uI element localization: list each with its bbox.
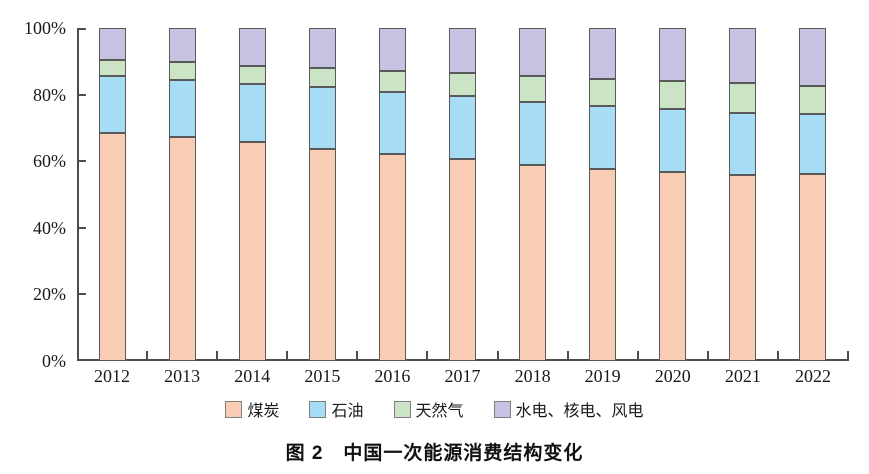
x-axis-tick — [566, 351, 569, 361]
x-axis-tick — [356, 351, 359, 361]
legend-swatch-icon — [493, 400, 511, 418]
legend-swatch-icon — [309, 400, 327, 418]
bar-segment-2014 — [238, 28, 266, 66]
x-axis-tick — [847, 351, 849, 361]
y-axis-line — [77, 28, 79, 361]
legend-item: 水电、核电、风电 — [493, 397, 644, 421]
legend-swatch-icon — [225, 400, 243, 418]
x-axis-year-label: 2022 — [794, 366, 831, 386]
y-axis-tick — [77, 160, 86, 163]
bar-segment-2013 — [168, 28, 196, 62]
y-axis-tick-label: 40% — [33, 217, 66, 238]
bar-segment-2021 — [729, 83, 757, 113]
y-axis-tick — [77, 93, 86, 96]
legend-item-label: 石油 — [331, 403, 364, 420]
x-axis-tick — [706, 351, 709, 361]
bar-segment-2019 — [589, 105, 617, 169]
y-axis-tick-label: 100% — [24, 18, 66, 38]
bar-segment-2022 — [799, 114, 827, 174]
bar-segment-2013 — [168, 61, 196, 80]
x-axis-year-label: 2013 — [164, 366, 201, 386]
y-axis-tick — [77, 226, 86, 229]
x-axis-tick — [496, 351, 499, 361]
y-axis-tick — [77, 293, 86, 296]
figure-caption: 图 2 中国一次能源消费结构变化 — [285, 443, 584, 464]
bar-segment-2013 — [168, 79, 196, 137]
bar-segment-2015 — [308, 148, 336, 361]
x-axis-tick — [146, 351, 149, 361]
bar-segment-2012 — [98, 60, 126, 77]
y-axis-tick-label: 20% — [33, 284, 66, 305]
bar-segment-2014 — [238, 65, 266, 85]
x-axis-year-label: 2012 — [94, 366, 131, 386]
bar-segment-2015 — [308, 67, 336, 88]
bar-segment-2016 — [378, 153, 406, 361]
bar-segment-2020 — [659, 171, 687, 361]
bar-segment-2016 — [378, 28, 406, 72]
bar-segment-2021 — [729, 112, 757, 175]
bar-segment-2014 — [238, 84, 266, 142]
bar-segment-2014 — [238, 141, 266, 361]
x-axis-tick — [636, 351, 639, 361]
x-axis-year-label: 2018 — [514, 366, 551, 386]
x-axis-tick — [776, 351, 779, 361]
bar-segment-2017 — [449, 73, 476, 97]
bar-segment-2019 — [589, 78, 617, 106]
x-axis-tick — [286, 351, 289, 361]
legend-item: 石油 — [309, 397, 364, 421]
legend-item-label: 天然气 — [415, 403, 464, 420]
bar-segment-2015 — [308, 87, 336, 149]
bar-segment-2018 — [519, 164, 547, 361]
bar-segment-2021 — [729, 28, 757, 84]
x-axis-year-label: 2016 — [374, 366, 411, 386]
x-axis-tick — [426, 351, 429, 361]
bar-segment-2012 — [98, 28, 126, 61]
bar-segment-2018 — [519, 28, 547, 77]
x-axis-tick — [216, 351, 219, 361]
bar-segment-2015 — [308, 28, 336, 68]
bar-segment-2012 — [98, 76, 126, 133]
bar-segment-2019 — [589, 168, 617, 361]
legend-item-label: 水电、核电、风电 — [515, 403, 644, 420]
legend-swatch-icon — [393, 400, 411, 418]
legend-item-label: 煤炭 — [247, 403, 280, 420]
x-axis-year-label: 2015 — [304, 366, 341, 386]
bar-segment-2017 — [449, 159, 476, 361]
bar-segment-2020 — [659, 28, 687, 81]
bar-segment-2016 — [378, 91, 406, 154]
bar-segment-2021 — [729, 174, 757, 361]
bar-segment-2018 — [519, 101, 547, 165]
chart-legend: 煤炭 石油 天然气 水电、核电、风电 — [0, 397, 869, 421]
bar-segment-2022 — [799, 28, 827, 87]
bar-segment-2012 — [98, 132, 126, 361]
y-axis-tick-label: 60% — [33, 151, 66, 172]
x-axis-year-label: 2021 — [724, 366, 761, 386]
y-axis-tick-label: 80% — [33, 84, 66, 105]
x-axis-year-label: 2019 — [584, 366, 621, 386]
plot-area — [77, 28, 849, 361]
y-axis-tick — [77, 28, 86, 30]
legend-item: 天然气 — [393, 397, 464, 421]
bar-segment-2020 — [659, 80, 687, 109]
bar-segment-2013 — [168, 136, 196, 361]
bar-segment-2022 — [799, 173, 827, 361]
bar-segment-2019 — [589, 28, 617, 79]
bar-segment-2017 — [449, 96, 476, 160]
bar-segment-2022 — [799, 86, 827, 115]
legend-item: 煤炭 — [225, 397, 279, 421]
y-axis-tick-label: 0% — [42, 351, 66, 371]
bar-segment-2017 — [449, 28, 476, 74]
bar-segment-2018 — [519, 76, 547, 102]
x-axis-year-label: 2014 — [234, 366, 271, 386]
x-axis-year-label: 2020 — [654, 366, 691, 386]
x-axis-year-label: 2017 — [444, 366, 481, 386]
bar-segment-2016 — [378, 71, 406, 92]
bar-segment-2020 — [659, 108, 687, 172]
